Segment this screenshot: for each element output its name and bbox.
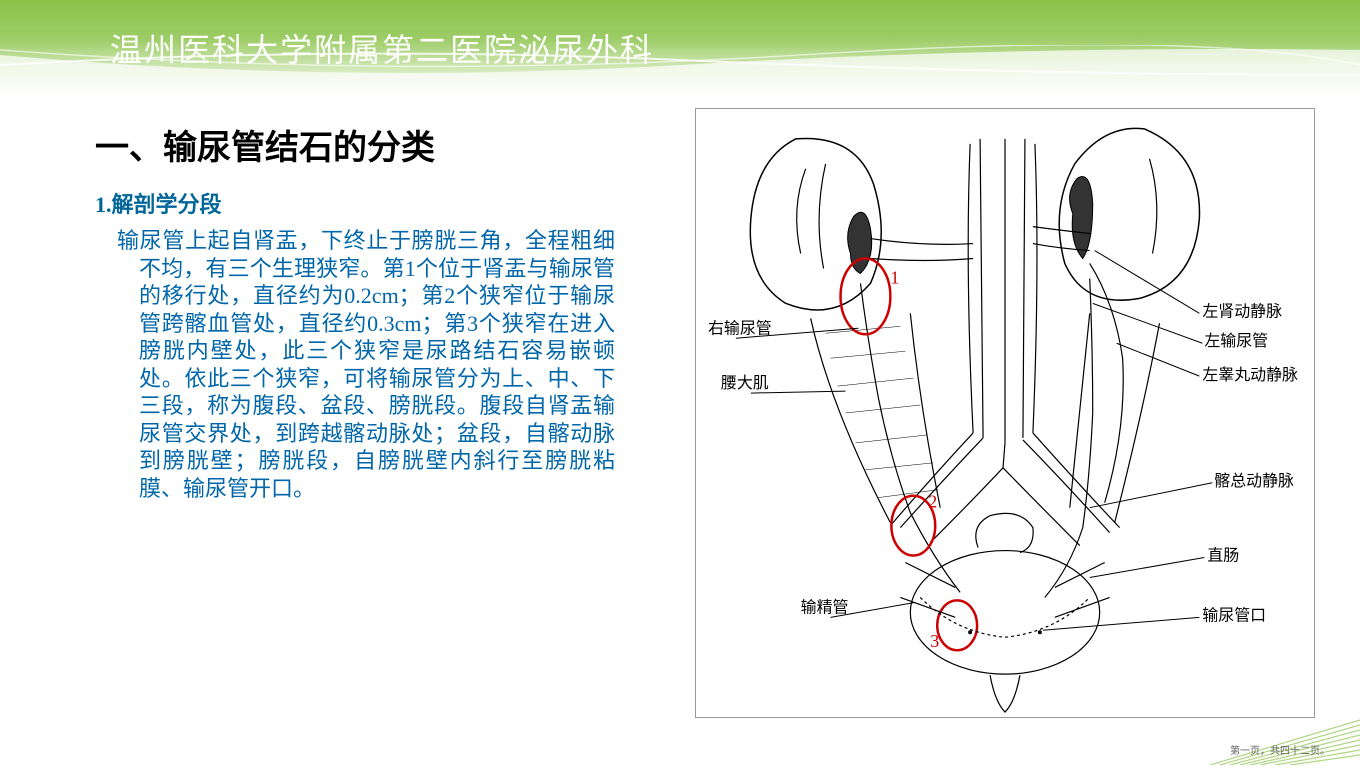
text-content: 一、输尿管结石的分类 1.解剖学分段 输尿管上起自肾盂，下终止于膀胱三角，全程粗… — [95, 120, 615, 502]
anatomy-diagram: 1 2 3 右输尿管 腰大肌 输精管 左肾动静脉 左输尿管 左睾丸动静脉 髂 — [695, 108, 1315, 718]
label-right-ureter: 右输尿管 — [708, 319, 772, 337]
narrowing-3-marker — [937, 600, 977, 650]
label-psoas: 腰大肌 — [721, 374, 769, 392]
narrowing-2-number: 2 — [928, 492, 937, 512]
label-renal-vessels: 左肾动静脉 — [1202, 302, 1282, 320]
psoas-muscles — [811, 313, 1160, 522]
ureters — [860, 278, 1092, 597]
section-heading: 一、输尿管结石的分类 — [95, 120, 615, 169]
narrowing-3-number: 3 — [930, 631, 939, 651]
label-rectum: 直肠 — [1207, 547, 1239, 565]
organization-title: 温州医科大学附属第二医院泌尿外科 — [110, 25, 654, 71]
subsection-heading: 1.解剖学分段 — [95, 187, 615, 219]
body-paragraph: 输尿管上起自肾盂，下终止于膀胱三角，全程粗细不均，有三个生理狭窄。第1个位于肾盂… — [95, 227, 615, 502]
page-number: 第一页，共四十二页。 — [1230, 742, 1330, 757]
narrowing-1-number: 1 — [890, 267, 899, 287]
right-kidney-shape — [1059, 128, 1199, 300]
label-vas-deferens: 输精管 — [801, 598, 849, 616]
label-testicular: 左睾丸动静脉 — [1202, 366, 1298, 384]
slide-header: 温州医科大学附属第二医院泌尿外科 — [0, 0, 1360, 95]
label-iliac: 髂总动静脉 — [1214, 472, 1294, 490]
left-kidney-shape — [750, 138, 881, 310]
label-left-ureter: 左输尿管 — [1204, 332, 1268, 350]
renal-vessels — [870, 227, 1123, 503]
label-ureteric-orifice: 输尿管口 — [1202, 606, 1266, 624]
